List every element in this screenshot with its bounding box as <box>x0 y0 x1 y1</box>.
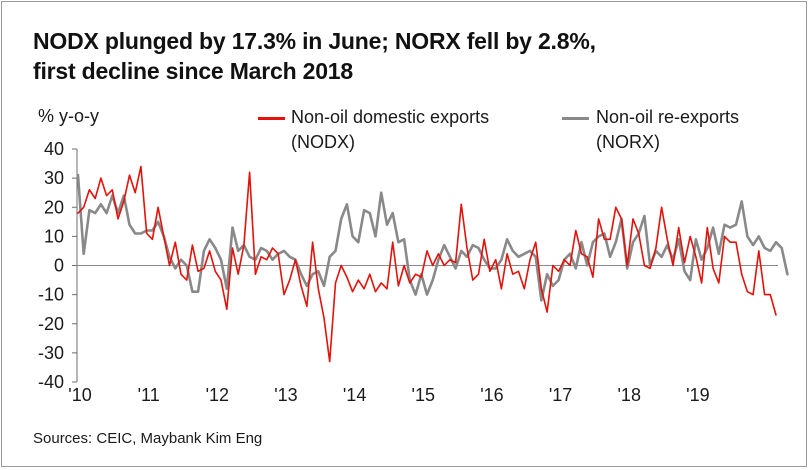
y-tick-label: 20 <box>44 197 64 217</box>
legend-swatch-norx <box>562 117 589 120</box>
chart-title-line-2: first decline since March 2018 <box>33 58 353 84</box>
x-tick-label: '16 <box>480 385 503 405</box>
series-line-nodx <box>77 165 777 363</box>
x-tick-label: '10 <box>68 385 91 405</box>
y-tick-label: 40 <box>44 139 64 159</box>
x-tick-label: '14 <box>343 385 366 405</box>
legend-label-norx-line-2: (NORX) <box>596 132 660 152</box>
y-tick-label: -40 <box>38 372 64 392</box>
y-tick-label: 0 <box>54 256 64 276</box>
y-axis-label: % y-o-y <box>38 106 100 126</box>
x-tick-label: '11 <box>138 385 160 405</box>
y-tick-label: -30 <box>38 343 64 363</box>
chart-title-line-1: NODX plunged by 17.3% in June; NORX fell… <box>33 28 596 54</box>
x-tick-label: '15 <box>412 385 435 405</box>
legend-swatch-nodx <box>258 117 285 120</box>
legend-label-nodx-line-1: Non-oil domestic exports <box>291 107 490 127</box>
x-tick-label: '19 <box>686 385 709 405</box>
x-tick-label: '18 <box>618 385 641 405</box>
legend-label-norx-line-1: Non-oil re-exports <box>596 107 740 127</box>
x-tick-label: '13 <box>274 385 297 405</box>
legend-label-nodx-line-2: (NODX) <box>291 132 355 152</box>
source-note: Sources: CEIC, Maybank Kim Eng <box>33 430 263 447</box>
x-tick-label: '17 <box>549 385 572 405</box>
y-tick-label: 10 <box>44 226 64 246</box>
chart-title: NODX plunged by 17.3% in June; NORX fell… <box>33 26 773 86</box>
y-tick-label: -10 <box>38 285 64 305</box>
y-tick-label: 30 <box>44 168 64 188</box>
y-tick-label: -20 <box>38 314 64 334</box>
x-tick-label: '12 <box>206 385 229 405</box>
